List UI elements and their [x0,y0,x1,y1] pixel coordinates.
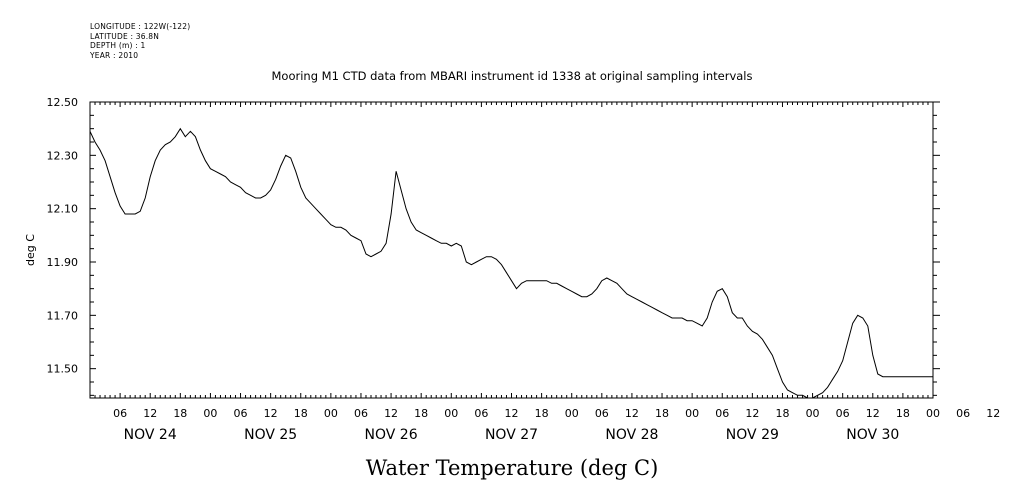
day-labels: NOV 24 NOV 25 NOV 26 NOV 27 NOV 28 NOV 29 NOV … [124,427,900,443]
day-label: NOV 30 [846,427,899,443]
year-label: YEAR : 2010 [90,50,139,60]
hour-tick-label: 12 [986,407,1000,420]
hour-tick-label: 18 [294,407,308,420]
hour-tick-label: 18 [414,407,428,420]
hour-tick-label: 06 [354,407,368,420]
hour-tick-label: 18 [173,407,187,420]
hour-tick-label: 00 [324,407,338,420]
hour-tick-label: 12 [625,407,639,420]
hour-tick-label: 00 [926,407,940,420]
latitude-label: LATITUDE : 36.8N [90,31,160,41]
hour-tick-labels: 06 12 18 00 06 12 18 00 06 12 18 00 06 12 18 00 06 12 18 00… [113,407,1000,420]
y-axis-label: deg C [24,234,37,266]
hour-tick-label: 18 [775,407,789,420]
longitude-label: LONGITUDE : 122W(-122) [90,22,191,31]
day-label: NOV 25 [244,427,297,443]
hour-tick-label: 00 [565,407,579,420]
y-tick-label: 12.10 [47,203,79,216]
day-label: NOV 29 [726,427,779,443]
y-tick-label: 11.70 [47,309,79,322]
y-tick-labels: 12.50 12.30 12.10 11.90 11.70 11.50 [47,96,79,376]
day-label: NOV 24 [124,427,177,443]
chart-title: Mooring M1 CTD data from MBARI instrumen… [272,69,753,83]
hour-tick-label: 06 [113,407,127,420]
day-label: NOV 27 [485,427,538,443]
axis-ticks [89,101,940,398]
hour-tick-label: 06 [956,407,970,420]
hour-tick-label: 12 [143,407,157,420]
hour-tick-label: 18 [896,407,910,420]
hour-tick-label: 12 [745,407,759,420]
hour-tick-label: 12 [384,407,398,420]
hour-tick-label: 18 [535,407,549,420]
hour-tick-label: 12 [264,407,278,420]
hour-tick-label: 06 [474,407,488,420]
hour-tick-label: 18 [655,407,669,420]
depth-label: DEPTH (m) : 1 [90,41,146,50]
y-tick-label: 11.50 [47,363,79,376]
hour-tick-label: 06 [234,407,248,420]
y-tick-label: 12.30 [47,149,79,162]
plot-frame [89,101,934,399]
hour-tick-label: 00 [203,407,217,420]
y-tick-label: 12.50 [47,96,79,109]
y-tick-label: 11.90 [47,256,79,269]
hour-tick-label: 12 [866,407,880,420]
day-label: NOV 28 [605,427,658,443]
x-axis-label: Water Temperature (deg C) [366,456,659,480]
hour-tick-label: 06 [715,407,729,420]
hour-tick-label: 12 [505,407,519,420]
hour-tick-label: 06 [595,407,609,420]
metadata-block: LONGITUDE : 122W(-122) LATITUDE : 36.8N … [90,22,190,60]
hour-tick-label: 00 [806,407,820,420]
hour-tick-label: 00 [685,407,699,420]
hour-tick-label: 00 [444,407,458,420]
temperature-series-line [89,127,933,399]
hour-tick-label: 06 [836,407,850,420]
day-label: NOV 26 [365,427,418,443]
